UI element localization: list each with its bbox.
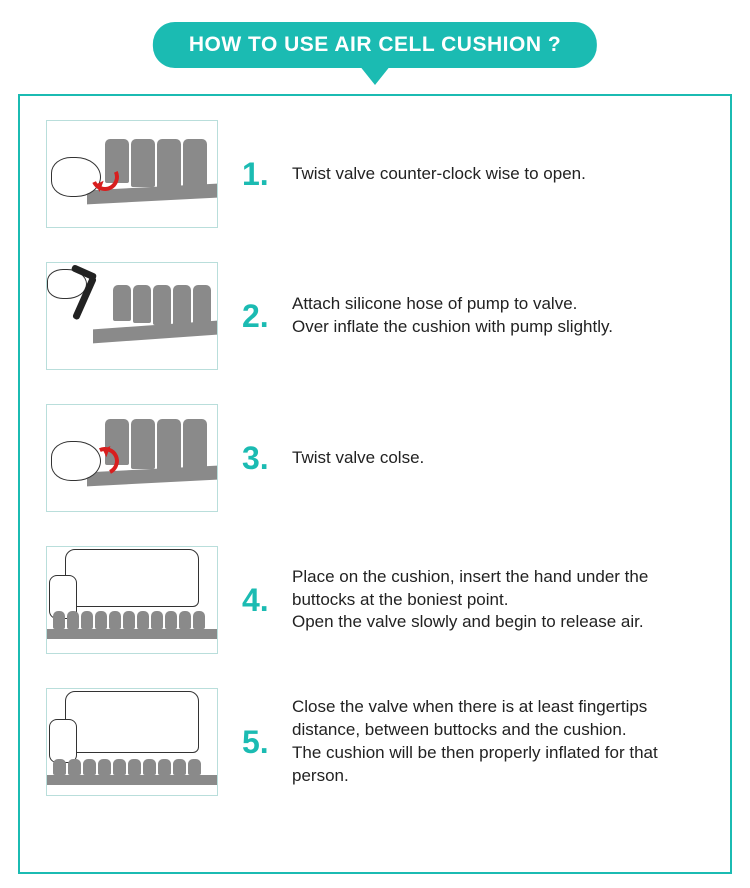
step-illustration bbox=[46, 262, 218, 370]
step-text: Attach silicone hose of pump to valve. O… bbox=[292, 293, 704, 339]
step-number: 3. bbox=[242, 440, 278, 477]
step-number: 5. bbox=[242, 724, 278, 761]
step-number: 1. bbox=[242, 156, 278, 193]
step-row: 2. Attach silicone hose of pump to valve… bbox=[46, 262, 704, 370]
step-illustration bbox=[46, 688, 218, 796]
step-number: 4. bbox=[242, 582, 278, 619]
page-title: HOW TO USE AIR CELL CUSHION ? bbox=[153, 22, 597, 68]
step-text: Close the valve when there is at least f… bbox=[292, 696, 704, 788]
step-row: 3. Twist valve colse. bbox=[46, 404, 704, 512]
step-row: 5. Close the valve when there is at leas… bbox=[46, 688, 704, 796]
step-text: Place on the cushion, insert the hand un… bbox=[292, 566, 704, 635]
header-pointer-icon bbox=[359, 65, 391, 85]
step-text: Twist valve colse. bbox=[292, 447, 704, 470]
steps-container: 1. Twist valve counter-clock wise to ope… bbox=[18, 94, 732, 874]
step-text: Twist valve counter-clock wise to open. bbox=[292, 163, 704, 186]
step-number: 2. bbox=[242, 298, 278, 335]
step-illustration bbox=[46, 404, 218, 512]
step-row: 1. Twist valve counter-clock wise to ope… bbox=[46, 120, 704, 228]
step-illustration bbox=[46, 546, 218, 654]
step-row: 4. Place on the cushion, insert the hand… bbox=[46, 546, 704, 654]
step-illustration bbox=[46, 120, 218, 228]
